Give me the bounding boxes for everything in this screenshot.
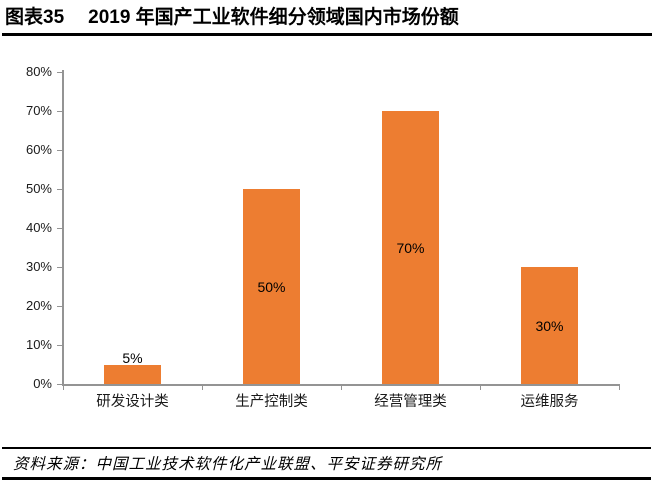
y-axis-line [62,70,64,385]
x-axis-category-label: 运维服务 [520,394,579,410]
bar-value-label: 30% [535,317,564,334]
bar-value-label: 50% [257,278,286,295]
bar [243,189,300,384]
source-text: 资料来源：中国工业技术软件化产业联盟、平安证券研究所 [13,456,443,473]
y-axis-tick-mark [57,305,63,307]
figure-title-text: 2019 年国产工业软件细分领域国内市场份额 [88,7,459,28]
y-axis-tick-mark [57,344,63,346]
y-axis-tick-label: 80% [25,64,52,79]
x-axis-category-label: 生产控制类 [235,394,308,410]
x-axis-tick-mark [618,384,620,390]
y-axis-tick-label: 40% [25,220,52,235]
y-axis-tick-mark [57,149,63,151]
y-axis-tick-mark [57,110,63,112]
x-axis-category-label: 研发设计类 [96,394,169,410]
y-axis-tick-mark [57,383,63,385]
figure-number: 图表35 [5,7,65,28]
y-axis-tick-label: 20% [25,298,52,313]
bar [104,364,161,384]
title-underline [2,33,652,36]
bar-value-label: 70% [396,239,425,256]
y-axis-tick-mark [57,71,63,73]
bar-value-label: 5% [122,349,143,366]
x-axis-category-label: 经营管理类 [374,394,447,410]
y-axis-tick-label: 0% [33,376,52,391]
y-axis-tick-mark [57,188,63,190]
bar [382,111,439,384]
y-axis-tick-label: 10% [25,337,52,352]
y-axis-tick-label: 50% [25,181,52,196]
bar [521,267,578,384]
x-axis-tick-mark [62,384,64,390]
source-note: 资料来源：中国工业技术软件化产业联盟、平安证券研究所 [2,447,651,480]
y-axis-tick-label: 70% [25,103,52,118]
y-axis-tick-mark [57,266,63,268]
y-axis-tick-label: 60% [25,142,52,157]
x-axis-tick-mark [201,384,203,390]
x-axis-tick-mark [479,384,481,390]
page-title: 图表35 2019 年国产工业软件细分领域国内市场份额 [5,5,459,31]
y-axis-tick-label: 30% [25,259,52,274]
y-axis-tick-mark [57,227,63,229]
x-axis-tick-mark [340,384,342,390]
bar-chart: 0% 10% 20% 30% 40% 50% 60% 70% 80% 5% 研发设计类 50% 生产控制… [25,64,620,410]
